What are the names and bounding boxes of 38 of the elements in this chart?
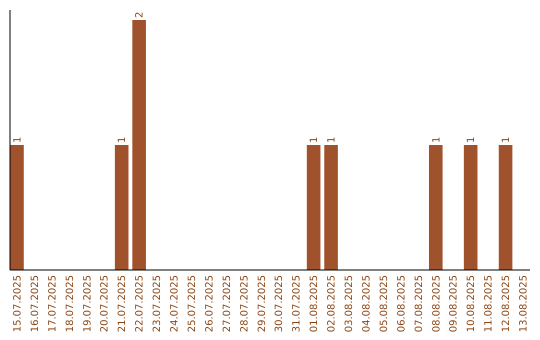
- data-label: 1: [12, 136, 24, 143]
- x-tick-label: 06.08.2025: [396, 275, 408, 332]
- x-tick-label: 09.08.2025: [448, 275, 460, 332]
- x-tick-label: 13.08.2025: [518, 275, 530, 332]
- data-label: 1: [466, 136, 478, 143]
- x-tick-label: 19.07.2025: [82, 275, 94, 332]
- x-tick-label: 28.07.2025: [239, 275, 250, 332]
- data-label: 1: [117, 136, 128, 143]
- x-tick-label: 02.08.2025: [326, 275, 338, 332]
- x-tick-label: 12.08.2025: [501, 275, 512, 332]
- x-tick-label: 21.07.2025: [117, 275, 128, 332]
- x-tick-label: 30.07.2025: [274, 275, 286, 332]
- data-label: 1: [501, 136, 512, 143]
- x-tick-label: 18.07.2025: [64, 275, 76, 332]
- x-tick-label: 27.07.2025: [222, 275, 233, 332]
- x-tick-label: 25.07.2025: [186, 275, 198, 332]
- x-tick-label: 23.07.2025: [152, 275, 164, 332]
- x-tick-label: 31.07.2025: [292, 275, 303, 332]
- x-tick-label: 29.07.2025: [256, 275, 268, 332]
- x-tick-label: 15.07.2025: [12, 275, 24, 332]
- x-tick-label: 17.07.2025: [47, 275, 58, 332]
- data-label: 1: [326, 136, 338, 143]
- x-tick-label: 16.07.2025: [30, 275, 41, 332]
- x-tick-label: 03.08.2025: [344, 275, 356, 332]
- x-tick-label: 20.07.2025: [100, 275, 111, 332]
- data-label: 2: [134, 12, 146, 18]
- x-tick-label: 26.07.2025: [204, 275, 216, 332]
- x-tick-label: 10.08.2025: [466, 275, 478, 332]
- x-tick-label: 24.07.2025: [170, 275, 181, 332]
- x-tick-label: 05.08.2025: [378, 275, 390, 332]
- data-label: 1: [431, 136, 442, 143]
- x-tick-label: 22.07.2025: [134, 275, 146, 332]
- x-tick-label: 07.08.2025: [414, 275, 425, 332]
- x-tick-label: 04.08.2025: [361, 275, 372, 332]
- x-tick-label: 11.08.2025: [484, 275, 495, 332]
- x-tick-label: 08.08.2025: [431, 275, 442, 332]
- data-label: 1: [309, 136, 320, 143]
- x-tick-label: 01.08.2025: [309, 275, 320, 332]
